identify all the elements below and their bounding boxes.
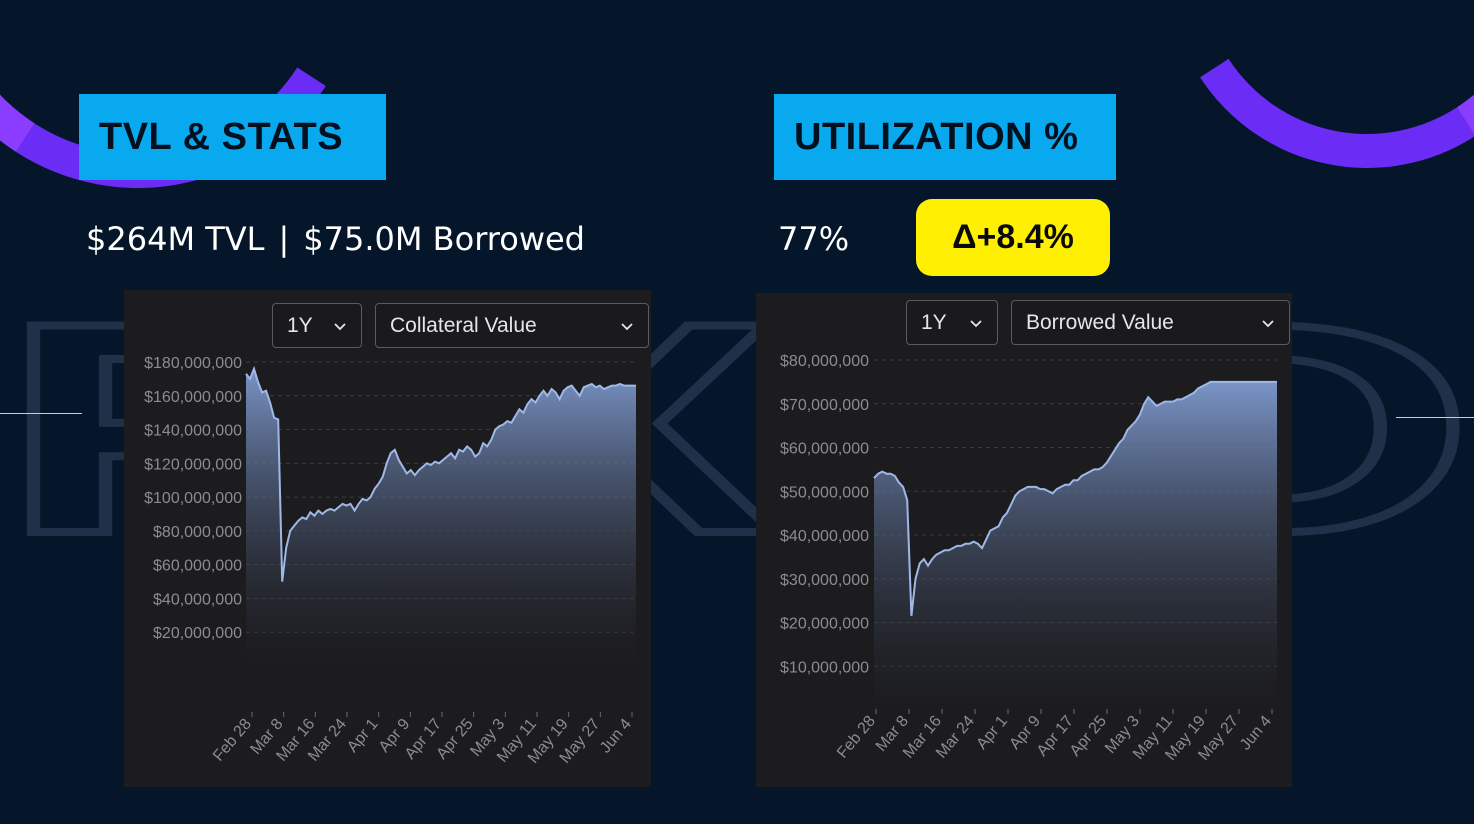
- range-select-value: 1Y: [921, 310, 947, 334]
- y-tick-label: $20,000,000: [153, 625, 242, 642]
- utilization-header: UTILIZATION %: [774, 94, 1116, 180]
- utilization-delta-badge: Δ+8.4%: [916, 199, 1110, 276]
- y-tick-label: $80,000,000: [153, 524, 242, 541]
- x-tick-label: Feb 28: [834, 713, 879, 762]
- chevron-down-icon: [970, 319, 982, 327]
- series-line: [245, 365, 636, 582]
- series-area: [246, 368, 636, 666]
- series-line: [873, 380, 1277, 617]
- stat-separator: |: [278, 220, 290, 258]
- x-tick-label: Apr 1: [344, 716, 382, 756]
- borrowed-value-chart: $80,000,000 $70,000,000 $60,000,000 $50,000…: [780, 353, 1277, 764]
- collateral-value-chart: $180,000,000 $160,000,000 $140,000,000 $120…: [144, 355, 636, 767]
- metric-select-value: Borrowed Value: [1026, 310, 1174, 334]
- decorative-arc-right: [1130, 0, 1474, 206]
- y-tick-label: $160,000,000: [144, 389, 242, 406]
- y-tick-label: $80,000,000: [780, 353, 869, 370]
- tvl-stats-header: TVL & STATS: [79, 94, 386, 180]
- y-tick-label: $140,000,000: [144, 423, 242, 440]
- y-tick-label: $120,000,000: [144, 456, 242, 473]
- y-tick-label: $20,000,000: [780, 616, 869, 633]
- borrowed-chart-panel: 1Y Borrowed Value $80,000,000 $70,000,000…: [756, 293, 1292, 787]
- y-tick-label: $60,000,000: [780, 441, 869, 458]
- y-tick-label: $180,000,000: [144, 355, 242, 372]
- x-tick-label: Feb 28: [210, 716, 255, 765]
- x-tick-label: Jun 4: [597, 716, 635, 757]
- chevron-down-icon: [1262, 319, 1274, 327]
- metric-select[interactable]: Borrowed Value: [1011, 300, 1290, 345]
- decorative-line-left: [0, 413, 82, 414]
- metric-select-value: Collateral Value: [390, 313, 537, 337]
- tvl-value: $264M TVL: [86, 220, 265, 258]
- decorative-line-right: [1396, 417, 1474, 418]
- y-tick-label: $60,000,000: [153, 558, 242, 575]
- y-tick-label: $10,000,000: [780, 659, 869, 676]
- y-tick-label: $50,000,000: [780, 484, 869, 501]
- y-tick-label: $40,000,000: [153, 591, 242, 608]
- y-tick-label: $30,000,000: [780, 572, 869, 589]
- range-select[interactable]: 1Y: [272, 303, 362, 348]
- range-select-value: 1Y: [287, 313, 313, 337]
- x-tick-label: Apr 1: [973, 713, 1011, 753]
- utilization-value: 77%: [778, 220, 850, 258]
- borrowed-value: $75.0M Borrowed: [303, 220, 585, 258]
- series-area: [874, 381, 1277, 710]
- y-tick-label: $100,000,000: [144, 490, 242, 507]
- metric-select[interactable]: Collateral Value: [375, 303, 649, 348]
- x-tick-label: Jun 4: [1237, 713, 1275, 754]
- y-tick-label: $40,000,000: [780, 528, 869, 545]
- tvl-borrowed-stats: $264M TVL | $75.0M Borrowed: [86, 220, 585, 258]
- collateral-chart-panel: 1Y Collateral Value $180,000,000 $160,000…: [124, 290, 651, 787]
- range-select[interactable]: 1Y: [906, 300, 998, 345]
- chevron-down-icon: [621, 322, 633, 330]
- y-tick-label: $70,000,000: [780, 397, 869, 414]
- chevron-down-icon: [334, 322, 346, 330]
- x-tick-label: Apr 25: [1067, 713, 1110, 760]
